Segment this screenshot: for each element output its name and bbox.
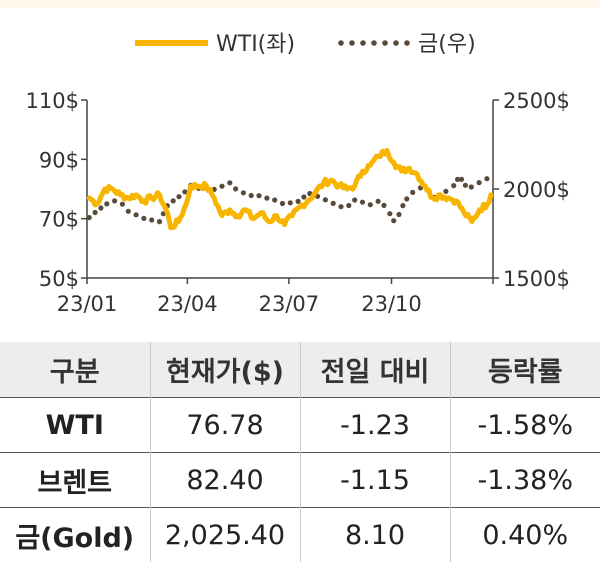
gold-data-point xyxy=(120,202,125,207)
table-row-gold: 금(Gold) 2,025.40 8.10 0.40% xyxy=(0,508,600,562)
gold-data-point xyxy=(376,199,381,204)
gold-data-point xyxy=(233,186,238,191)
gold-data-point xyxy=(331,201,336,206)
gold-data-point xyxy=(451,183,456,188)
change-cell: -1.15 xyxy=(300,453,450,508)
gold-data-point xyxy=(352,197,357,202)
price-line-chart: WTI(좌) 금(우) 110$ 90$ 70$ 50$ 2500$ 2000$ 1500$… xyxy=(0,0,600,330)
gold-data-point xyxy=(443,189,448,194)
header-rate: 등락률 xyxy=(450,342,600,398)
gold-data-point xyxy=(346,203,351,208)
price-cell: 76.78 xyxy=(150,398,300,453)
gold-data-point xyxy=(134,212,139,217)
gold-data-point xyxy=(400,203,405,208)
change-cell: 8.10 xyxy=(300,508,450,562)
legend-label-gold: 금(우) xyxy=(418,32,476,57)
gold-data-point xyxy=(149,217,154,222)
legend-dot xyxy=(371,40,377,46)
x-tick-label: 23/07 xyxy=(259,292,320,316)
legend-dot xyxy=(349,40,355,46)
gold-data-point xyxy=(280,201,285,206)
header-change: 전일 대비 xyxy=(300,342,450,398)
row-label: 브렌트 xyxy=(0,453,150,508)
gold-data-point xyxy=(391,218,396,223)
x-tick-label: 23/04 xyxy=(157,292,218,316)
gold-data-point xyxy=(112,198,117,203)
gold-data-point xyxy=(98,205,103,210)
legend-dot xyxy=(404,40,410,46)
gold-data-point xyxy=(241,190,246,195)
legend-swatch-gold xyxy=(338,40,410,46)
gold-data-point xyxy=(227,180,232,185)
gold-data-point xyxy=(176,194,181,199)
gold-data-point xyxy=(288,200,293,205)
row-label: 금(Gold) xyxy=(0,508,150,562)
gold-data-point xyxy=(126,209,131,214)
x-tick-label: 23/01 xyxy=(57,292,118,316)
gold-data-point xyxy=(264,196,269,201)
gold-data-point xyxy=(171,198,176,203)
table-row-wti: WTI 76.78 -1.23 -1.58% xyxy=(0,398,600,453)
rate-cell: -1.58% xyxy=(450,398,600,453)
gold-data-point xyxy=(463,183,468,188)
right-tick-label: 1500$ xyxy=(503,267,570,291)
legend-dot xyxy=(338,40,344,46)
gold-data-point xyxy=(477,180,482,185)
price-cell: 82.40 xyxy=(150,453,300,508)
left-tick-label: 70$ xyxy=(39,208,79,232)
gold-data-point xyxy=(338,204,343,209)
left-tick-label: 90$ xyxy=(39,148,79,172)
gold-data-point xyxy=(323,197,328,202)
rate-cell: -1.38% xyxy=(450,453,600,508)
gold-data-point xyxy=(381,203,386,208)
gold-data-point xyxy=(157,219,162,224)
price-cell: 2,025.40 xyxy=(150,508,300,562)
left-tick-label: 110$ xyxy=(26,89,79,113)
gold-data-point xyxy=(141,216,146,221)
gold-data-point xyxy=(219,184,224,189)
legend-dot xyxy=(360,40,366,46)
gold-data-point xyxy=(249,193,254,198)
gold-data-point xyxy=(296,199,301,204)
gold-data-point xyxy=(256,193,261,198)
gold-data-point xyxy=(387,211,392,216)
legend-dot xyxy=(382,40,388,46)
gold-data-point xyxy=(459,177,464,182)
gold-data-point xyxy=(272,197,277,202)
gold-data-point xyxy=(87,215,92,220)
rate-cell: 0.40% xyxy=(450,508,600,562)
change-cell: -1.23 xyxy=(300,398,450,453)
table-row-brent: 브렌트 82.40 -1.15 -1.38% xyxy=(0,453,600,508)
header-category: 구분 xyxy=(0,342,150,398)
gold-data-point xyxy=(360,200,365,205)
gold-data-point xyxy=(484,176,489,181)
gold-data-point xyxy=(469,184,474,189)
legend-label-wti: WTI(좌) xyxy=(216,32,295,57)
right-tick-label: 2500$ xyxy=(503,89,570,113)
gold-data-point xyxy=(104,201,109,206)
gold-data-point xyxy=(93,210,98,215)
gold-data-point xyxy=(368,202,373,207)
right-tick-label: 2000$ xyxy=(503,178,570,202)
wti-series-line xyxy=(89,150,491,227)
gold-data-point xyxy=(301,194,306,199)
gold-data-point xyxy=(396,212,401,217)
gold-data-point xyxy=(404,196,409,201)
x-tick-label: 23/10 xyxy=(361,292,422,316)
chart-legend: WTI(좌) 금(우) xyxy=(135,32,476,57)
price-table: 구분 현재가($) 전일 대비 등락률 WTI 76.78 -1.23 -1.5… xyxy=(0,342,600,562)
row-label: WTI xyxy=(0,398,150,453)
left-tick-label: 50$ xyxy=(39,267,79,291)
table-header-row: 구분 현재가($) 전일 대비 등락률 xyxy=(0,342,600,398)
header-price: 현재가($) xyxy=(150,342,300,398)
gold-data-point xyxy=(410,190,415,195)
legend-dot xyxy=(393,40,399,46)
